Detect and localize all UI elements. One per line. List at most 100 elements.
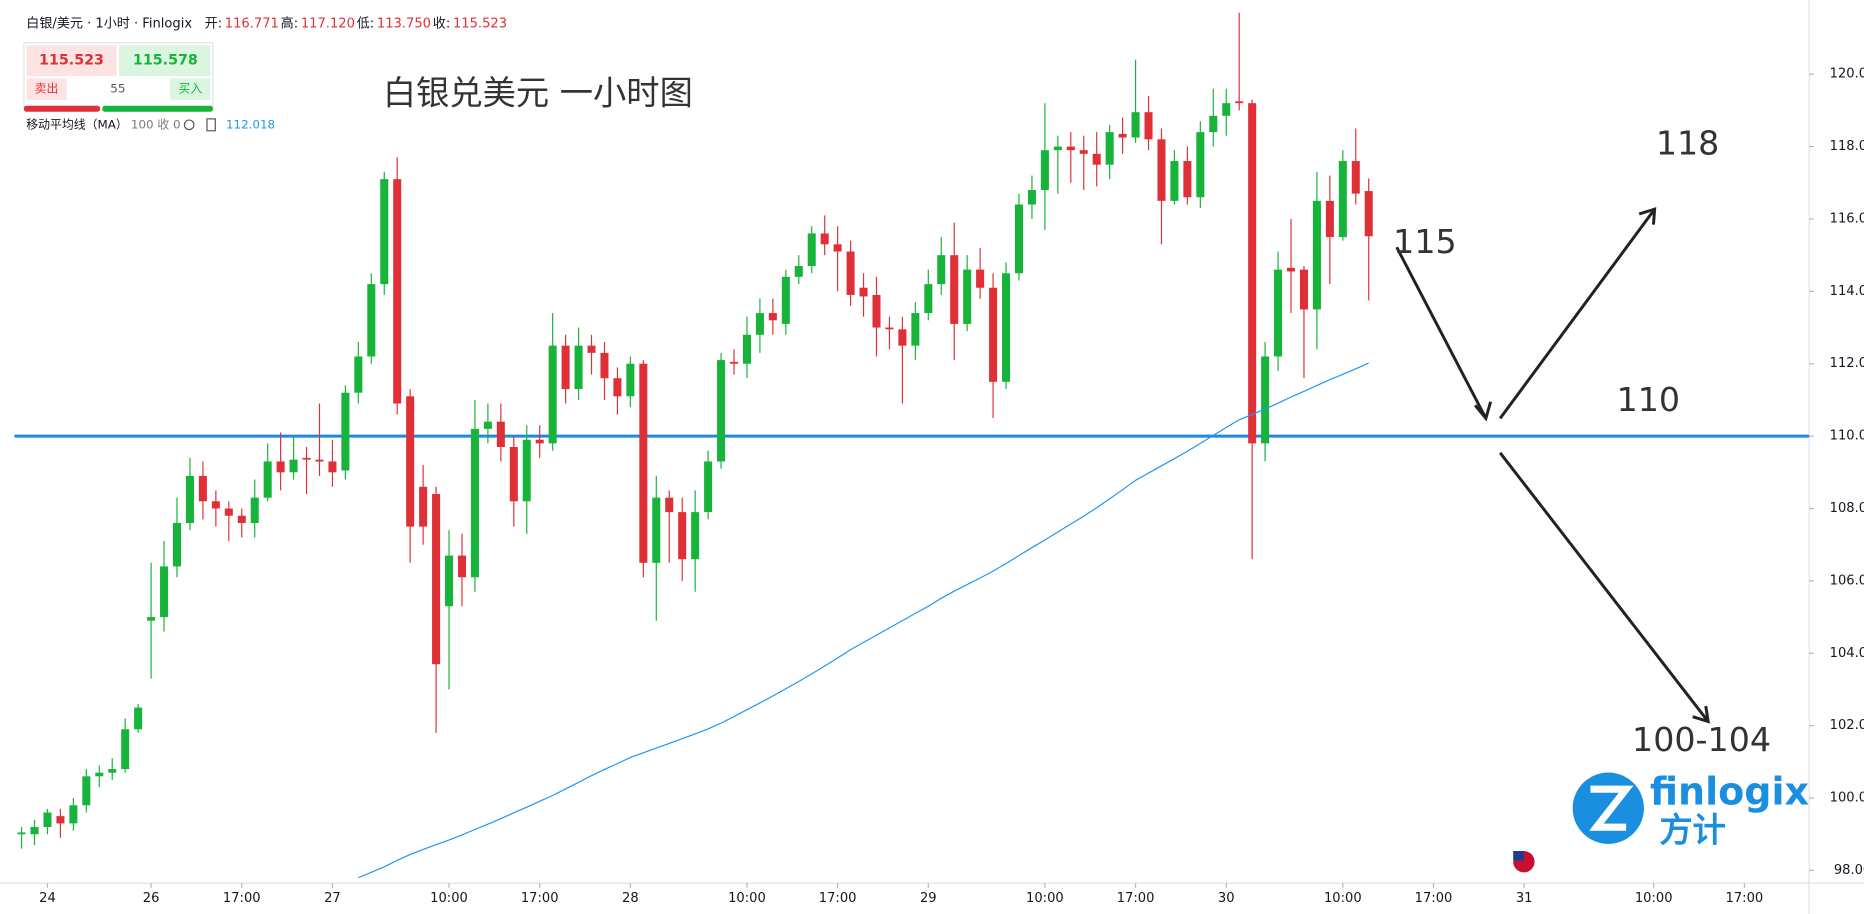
indicator-params: 100 收 0	[131, 117, 181, 131]
candle-body	[1066, 146, 1075, 151]
annotation: 100-104	[1632, 720, 1771, 759]
y-tick-label: 106.000	[1830, 573, 1864, 588]
candle-body	[704, 461, 713, 513]
candle-body	[678, 512, 687, 560]
sell-cell[interactable]	[26, 45, 117, 77]
candle-body	[69, 805, 78, 824]
candle-body	[665, 497, 674, 513]
candle-body	[872, 294, 881, 328]
candle-body	[108, 769, 117, 773]
candle-body	[963, 269, 972, 324]
arrow-head	[1638, 207, 1657, 225]
candle-body	[989, 287, 998, 382]
ohlc-value: 117.120	[301, 16, 355, 31]
sell-button[interactable]	[26, 78, 67, 100]
candle-body	[17, 832, 26, 835]
arrow-head	[1474, 401, 1493, 422]
spread: 55	[110, 82, 125, 96]
candle-body	[1092, 153, 1101, 165]
candle-body	[652, 497, 661, 563]
candle-body	[172, 522, 182, 567]
candle-body	[276, 461, 285, 473]
candle-body	[1040, 150, 1049, 191]
candle-body	[289, 459, 298, 473]
plot	[14, 12, 1814, 888]
candle-body	[1027, 190, 1036, 205]
candle-body	[1002, 273, 1011, 382]
candle-body	[1299, 269, 1308, 310]
settings-icon[interactable]	[183, 119, 195, 131]
sell-label: 卖出	[35, 82, 59, 96]
candle-body	[470, 428, 479, 578]
buy-price: 115.578	[133, 53, 198, 69]
candle-body	[885, 327, 894, 330]
candle-body	[717, 360, 726, 462]
ohlc-legend: 开: 116.771 高: 117.120 低: 113.750 收: 115.523	[205, 15, 507, 31]
y-tick-label: 116.000	[1830, 211, 1864, 226]
candle-body	[755, 313, 764, 335]
buy-cell[interactable]	[119, 45, 211, 77]
candle-body	[1131, 112, 1140, 138]
candle-body	[924, 284, 933, 314]
indicator-label: 移动平均线（MA）	[26, 117, 128, 131]
candle-body	[237, 515, 246, 523]
x-tick-label: 10:00	[1635, 891, 1673, 906]
symbol-title: 白银/美元 · 1小时 · Finlogix	[26, 15, 192, 31]
candle-body	[937, 255, 946, 285]
x-tick-label: 17:00	[1726, 891, 1764, 906]
candle-body	[1170, 161, 1179, 201]
candle-body	[496, 421, 505, 447]
annotation: 118	[1656, 124, 1720, 163]
candle-body	[639, 363, 648, 563]
y-tick-label: 112.000	[1830, 356, 1864, 371]
candle-body	[820, 233, 829, 245]
candle-body	[56, 816, 65, 824]
x-tick-label: 27	[324, 891, 341, 906]
buy-bar	[102, 105, 213, 112]
candle-body	[1274, 269, 1283, 357]
candle-body	[445, 555, 454, 607]
chart-title: 白银兑美元 一小时图	[383, 74, 693, 113]
candle-body	[1222, 103, 1231, 116]
ohlc-key: 高:	[281, 15, 298, 31]
flag-canton	[1513, 851, 1524, 861]
candle-body	[794, 266, 803, 277]
buy-label: 买入	[178, 82, 202, 96]
indicator-value: 112.018	[226, 117, 275, 131]
candle-body	[315, 459, 324, 462]
y-tick-label: 104.000	[1830, 646, 1864, 661]
y-tick-label: 110.000	[1830, 429, 1864, 444]
candle-body	[1196, 132, 1205, 198]
moving-average	[358, 362, 1369, 879]
candle-body	[781, 276, 790, 324]
ohlc-value: 116.771	[225, 16, 279, 31]
x-tick-label: 10:00	[1324, 891, 1362, 906]
candle-body	[613, 378, 622, 397]
x-tick-label: 17:00	[1117, 891, 1155, 906]
candle-body	[846, 251, 855, 295]
candle-body	[587, 345, 596, 353]
candle-body	[535, 439, 544, 444]
candle-body	[1183, 161, 1192, 198]
candle-body	[328, 461, 337, 473]
candle-body	[354, 356, 363, 393]
candle-body	[419, 486, 428, 527]
ohlc-value: 113.750	[377, 16, 431, 31]
candle-body	[976, 269, 985, 288]
x-tick-label: 29	[920, 891, 937, 906]
candle-body	[509, 446, 518, 502]
buy-button[interactable]	[170, 78, 211, 100]
candle-body	[1144, 112, 1153, 140]
x-tick-label: 17:00	[223, 891, 261, 906]
candle-body	[1261, 356, 1270, 444]
candle-body	[43, 812, 52, 827]
quote-box[interactable]: 115.523 115.578 卖出 55 买入	[23, 42, 214, 112]
x-tick-label: 17:00	[1415, 891, 1453, 906]
candle-body	[898, 329, 907, 346]
candle-body	[1053, 146, 1062, 151]
candle-body	[833, 244, 842, 252]
candle-body	[626, 363, 635, 397]
y-tick-label: 114.000	[1830, 284, 1864, 299]
delete-icon[interactable]	[206, 118, 216, 132]
y-tick-label: 100.000	[1830, 791, 1864, 806]
